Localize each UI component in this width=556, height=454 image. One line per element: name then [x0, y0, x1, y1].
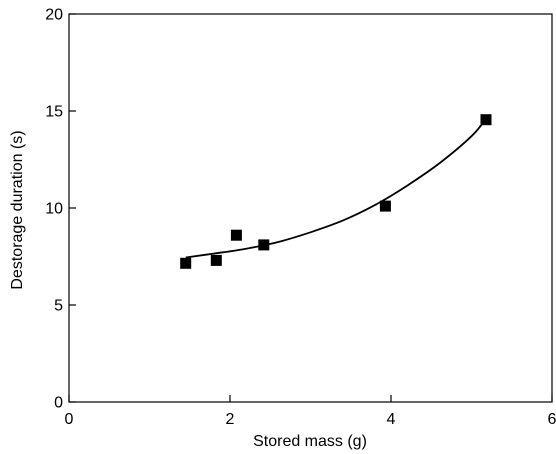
- y-tick-label: 20: [45, 7, 63, 24]
- data-point: [230, 229, 242, 241]
- data-points: [180, 114, 492, 269]
- x-tick-label: 6: [548, 411, 556, 428]
- x-axis-label: Stored mass (g): [253, 433, 367, 450]
- plot-border: [68, 13, 553, 403]
- axis-ticks: 0 2 4 6 0 5 10 15 20: [45, 7, 556, 429]
- x-tick-label: 0: [65, 411, 74, 428]
- data-point: [258, 239, 270, 251]
- data-point: [210, 254, 222, 266]
- y-axis-label: Destorage duration (s): [9, 130, 26, 289]
- y-tick-label: 15: [45, 104, 63, 121]
- y-tick-label: 0: [54, 395, 63, 412]
- y-tick-label: 5: [54, 298, 63, 315]
- x-tick-label: 2: [226, 411, 235, 428]
- data-point: [379, 200, 391, 212]
- data-point: [180, 257, 192, 269]
- plot-frame: [68, 13, 553, 403]
- y-tick-label: 10: [45, 201, 63, 218]
- fit-curve: [185, 118, 487, 259]
- fit-curve-group: [185, 118, 487, 259]
- data-point: [480, 114, 492, 126]
- x-tick-label: 4: [387, 411, 396, 428]
